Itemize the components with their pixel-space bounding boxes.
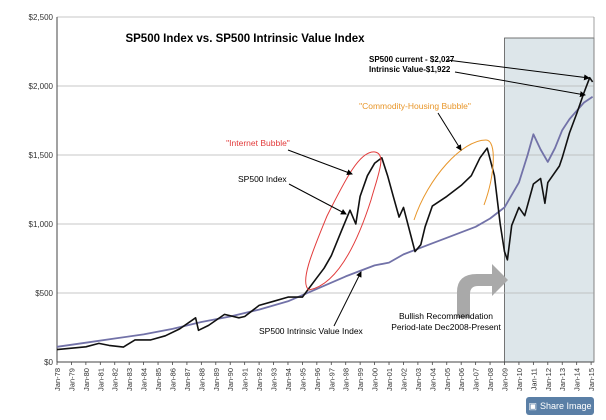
x-tick-label: Jan-92 [255, 368, 264, 391]
internet-bubble-outline [305, 151, 382, 291]
x-tick-label: Jan-12 [544, 368, 553, 391]
x-tick-label: Jan-03 [414, 368, 423, 391]
x-tick-label: Jan-98 [342, 368, 351, 391]
intrinsic-series-label: SP500 Intrinsic Value Index [259, 326, 364, 336]
x-tick-label: Jan-86 [168, 368, 177, 391]
x-tick-label: Jan-02 [399, 368, 408, 391]
x-tick-label: Jan-00 [371, 368, 380, 391]
commodity-bubble-outline [413, 139, 494, 221]
intrinsic-value-line [56, 96, 594, 348]
sp500-series-label: SP500 Index [238, 174, 287, 184]
x-tick-label: Jan-15 [587, 368, 596, 391]
x-tick-label: Jan-08 [486, 368, 495, 391]
x-tick-label: Jan-91 [241, 368, 250, 391]
y-tick-label: $2,500 [29, 13, 54, 22]
y-tick-label: $1,500 [29, 151, 54, 160]
y-tick-label: $1,000 [29, 220, 54, 229]
x-tick-label: Jan-11 [529, 368, 538, 390]
intrinsic-value-label: Intrinsic Value-$1,922 [369, 65, 451, 74]
x-tick-label: Jan-05 [443, 368, 452, 391]
x-tick-label: Jan-81 [96, 368, 105, 391]
intrinsic-value-arrow [454, 71, 586, 98]
current-value-arrow [446, 59, 590, 81]
x-tick-label: Jan-96 [313, 368, 322, 391]
bullish-label-line2: Period-late Dec2008-Present [391, 322, 501, 332]
x-tick-label: Jan-94 [284, 368, 293, 391]
commodity-bubble-pointer [437, 112, 462, 151]
x-tick-label: Jan-01 [385, 368, 394, 391]
x-tick-label: Jan-82 [111, 368, 120, 391]
current-value-label: SP500 current - $2,027 [369, 55, 455, 64]
x-tick-label: Jan-83 [125, 368, 134, 391]
y-tick-label: $0 [44, 358, 53, 367]
commodity-bubble-label: "Commodity-Housing Bubble" [359, 101, 471, 111]
bullish-label-line1: Bullish Recommendation [399, 311, 493, 321]
bullish-period-region [504, 37, 595, 363]
x-tick-label: Jan-99 [356, 368, 365, 391]
x-tick-label: Jan-89 [212, 368, 221, 391]
x-tick-label: Jan-84 [140, 368, 149, 391]
x-tick-label: Jan-14 [573, 368, 582, 391]
y-tick-label: $500 [35, 289, 53, 298]
sp500-index-line [56, 76, 594, 351]
x-tick-label: Jan-97 [327, 368, 336, 391]
y-tick-label: $2,000 [29, 82, 54, 91]
x-tick-label: Jan-85 [154, 368, 163, 391]
x-tick-label: Jan-78 [53, 368, 62, 391]
x-tick-label: Jan-13 [558, 368, 567, 391]
x-tick-label: Jan-87 [183, 368, 192, 391]
x-tick-label: Jan-10 [515, 368, 524, 391]
x-tick-label: Jan-79 [67, 368, 76, 391]
internet-bubble-pointer [287, 149, 353, 176]
x-tick-label: Jan-90 [226, 368, 235, 391]
sp500-series-pointer [288, 183, 347, 215]
share-image-button[interactable]: ▣ Share Image [526, 397, 594, 415]
x-tick-label: Jan-09 [501, 368, 510, 391]
share-image-label: Share Image [539, 401, 592, 411]
x-tick-label: Jan-95 [298, 368, 307, 391]
intrinsic-series-pointer [333, 271, 362, 327]
x-tick-label: Jan-07 [472, 368, 481, 391]
chart-title: SP500 Index vs. SP500 Intrinsic Value In… [125, 33, 365, 45]
x-tick-label: Jan-04 [428, 368, 437, 391]
share-icon: ▣ [528, 400, 537, 411]
x-tick-label: Jan-06 [457, 368, 466, 391]
bullish-turn-arrow [457, 264, 508, 318]
internet-bubble-label: "Internet Bubble" [226, 138, 290, 148]
x-tick-label: Jan-80 [82, 368, 91, 391]
x-tick-label: Jan-88 [197, 368, 206, 391]
x-tick-label: Jan-93 [270, 368, 279, 391]
